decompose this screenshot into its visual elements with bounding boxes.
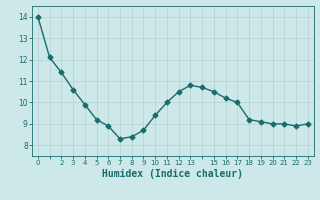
X-axis label: Humidex (Indice chaleur): Humidex (Indice chaleur) [102,169,243,179]
